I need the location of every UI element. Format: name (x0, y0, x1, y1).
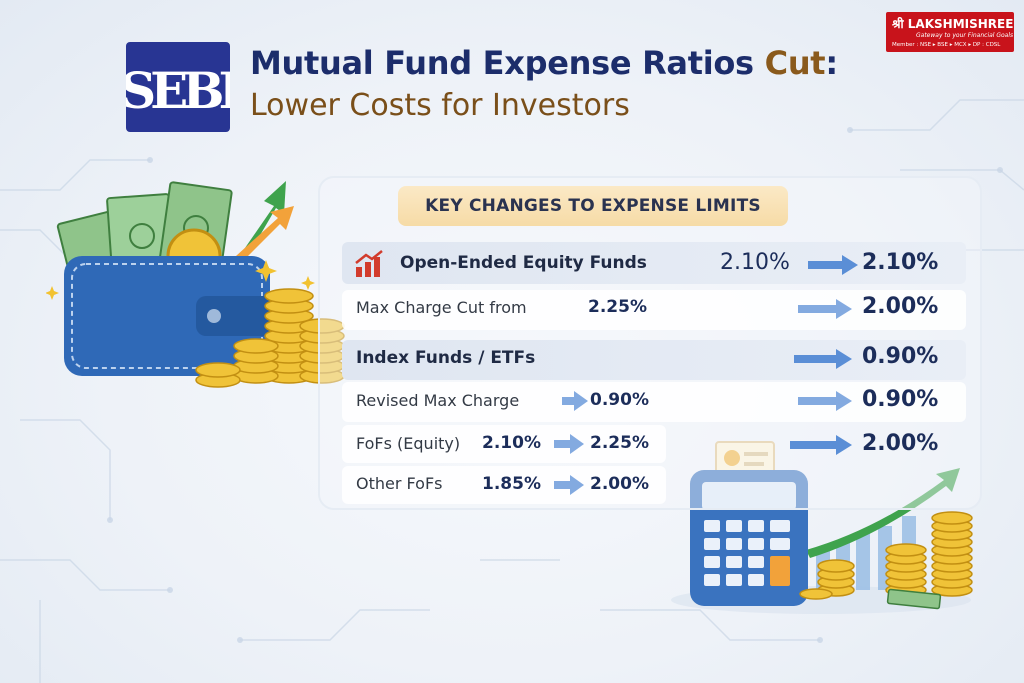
row-value-to: 2.00% (862, 294, 939, 319)
arrow-right-icon (794, 349, 852, 369)
row-open-ended-equity (342, 242, 966, 284)
calculator-illustration (671, 441, 973, 614)
row-label-other-fofs: Other FoFs (356, 474, 443, 493)
arrow-right-icon (808, 255, 858, 275)
row-label-max-charge: Max Charge Cut from (356, 298, 527, 317)
coin-stack-icon (799, 511, 973, 600)
sebi-logo-letters: SEBI (126, 61, 230, 120)
arrow-right-icon (790, 435, 852, 455)
sebi-logo: SEBI (126, 42, 230, 132)
row-value-to: 0.90% (862, 387, 939, 412)
arrow-right-icon (554, 475, 584, 495)
orange-arrow-icon (236, 206, 294, 262)
arrow-right-icon (562, 391, 588, 411)
title-accent: Cut (764, 44, 826, 82)
row-label-open-ended: Open-Ended Equity Funds (400, 253, 647, 273)
row-label-revised: Revised Max Charge (356, 391, 520, 410)
title-main: Mutual Fund Expense Ratios (250, 44, 754, 82)
brand-members: Member : NSE ▸ BSE ▸ MCX ▸ DP : CDSL (892, 42, 1001, 48)
row-value-from: 2.10% (720, 250, 790, 275)
row-other-fofs (342, 466, 666, 504)
row-value-to: 0.90% (862, 344, 939, 369)
brand-logo[interactable]: श्री LAKSHMISHREE Gateway to your Financ… (886, 12, 1014, 52)
row-revised-max-charge (342, 382, 966, 422)
row-value-to: 2.10% (862, 250, 939, 275)
row-value-from: 2.10% (482, 433, 541, 453)
row-fofs-equity (342, 425, 666, 463)
row-value-mid: 2.25% (590, 433, 649, 453)
title-colon: : (825, 44, 838, 82)
row-max-charge-cut (342, 290, 966, 330)
arrow-right-icon (798, 299, 852, 319)
growth-arrow-icon (806, 468, 960, 558)
row-index-funds (342, 340, 966, 380)
sparkle-icon (46, 260, 315, 300)
wallet-icon (64, 256, 270, 376)
row-value-from: 2.25% (588, 297, 647, 317)
page-title: Mutual Fund Expense Ratios Cut: Lower Co… (250, 44, 890, 123)
row-value-from: 0.90% (590, 390, 649, 410)
row-value-from: 1.85% (482, 474, 541, 494)
panel-title: KEY CHANGES TO EXPENSE LIMITS (398, 186, 788, 226)
arrow-right-icon (798, 391, 852, 411)
brand-name: श्री LAKSHMISHREE (892, 17, 1014, 31)
page-subtitle: Lower Costs for Investors (250, 88, 630, 123)
banknote-icon (886, 588, 942, 610)
row-label-index-funds: Index Funds / ETFs (356, 348, 536, 368)
row-value-to: 2.00% (862, 431, 939, 456)
arrow-right-icon (554, 434, 584, 454)
chart-growth-icon (355, 250, 383, 277)
wallet-illustration (46, 181, 345, 388)
row-label-fofs-equity: FoFs (Equity) (356, 434, 461, 453)
brand-tagline: Gateway to your Financial Goals (916, 32, 1014, 39)
row-value-mid: 2.00% (590, 474, 649, 494)
